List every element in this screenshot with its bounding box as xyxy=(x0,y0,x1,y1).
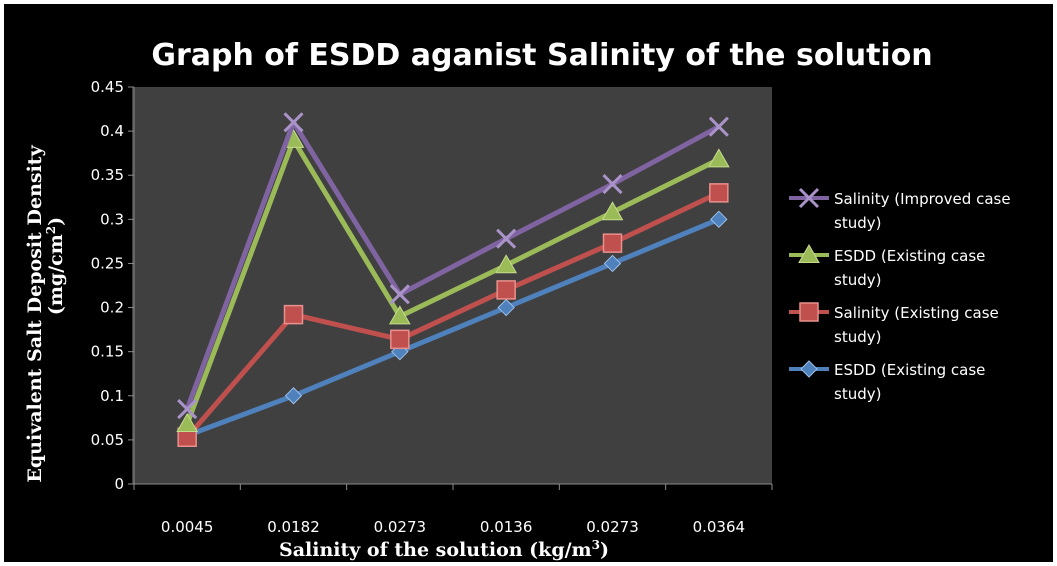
series-layer xyxy=(176,112,730,447)
data-point xyxy=(283,112,304,133)
chart-frame: Graph of ESDD aganist Salinity of the so… xyxy=(4,4,1053,562)
legend-marker xyxy=(798,187,820,209)
data-point xyxy=(603,254,622,273)
data-point xyxy=(709,183,729,203)
x-tick-label: 0.0364 xyxy=(693,518,746,536)
data-point xyxy=(708,116,729,137)
chart-title: Graph of ESDD aganist Salinity of the so… xyxy=(151,38,932,73)
legend-item: ESDD (Existing case study) xyxy=(789,243,985,289)
y-tick-label: 0.3 xyxy=(100,210,124,228)
legend-label: study) xyxy=(834,214,881,232)
data-point xyxy=(497,298,515,317)
data-point xyxy=(601,201,624,221)
data-point xyxy=(710,210,728,229)
legend-marker xyxy=(799,302,819,322)
x-axis: 0.0045 0.0182 0.0273 0.0136 0.0273 0.0364 xyxy=(133,483,773,536)
legend-item: Salinity (Existing case study) xyxy=(789,302,999,346)
legend-item: ESDD (Existing case study) xyxy=(789,360,985,403)
data-point xyxy=(389,284,410,305)
x-tick-label: 0.0273 xyxy=(586,518,639,536)
series-2 xyxy=(177,183,729,447)
chart-svg: Graph of ESDD aganist Salinity of the so… xyxy=(24,38,1011,561)
y-tick-label: 0.4 xyxy=(100,122,124,140)
y-tick-label: 0.1 xyxy=(100,387,124,405)
x-tick-label: 0.0045 xyxy=(161,518,214,536)
data-point xyxy=(390,329,410,350)
y-tick-label: 0.15 xyxy=(91,343,124,361)
y-axis: 0 0.05 0.1 0.15 0.2 0.25 0.3 0.35 0.4 0.45 xyxy=(91,78,135,493)
legend-label: Salinity (Existing case xyxy=(834,304,999,322)
y-tick-label: 0.45 xyxy=(91,78,124,96)
data-point xyxy=(602,233,623,253)
data-point xyxy=(388,305,411,325)
legend-label: Salinity (Improved case xyxy=(834,190,1011,208)
legend-label: study) xyxy=(834,271,881,289)
data-point xyxy=(602,173,623,195)
data-point xyxy=(177,398,198,420)
y-tick-label: 0 xyxy=(114,475,124,493)
x-axis-title: Salinity of the solution (kg/m3) xyxy=(279,538,609,561)
series-line xyxy=(186,217,720,438)
legend-marker xyxy=(800,360,818,378)
y-tick-label: 0.05 xyxy=(91,431,124,449)
x-tick-label: 0.0182 xyxy=(267,518,320,536)
plot-area xyxy=(132,87,772,484)
series-1 xyxy=(176,128,730,433)
legend-marker xyxy=(798,243,820,263)
x-tick-label: 0.0273 xyxy=(374,518,427,536)
data-point xyxy=(496,280,516,300)
data-point xyxy=(284,387,303,405)
legend-item: Salinity (Improved case study) xyxy=(789,187,1011,232)
data-point xyxy=(176,413,199,433)
y-tick-label: 0.35 xyxy=(91,166,124,184)
series-0 xyxy=(177,112,729,420)
series-line xyxy=(184,137,720,425)
legend-label: study) xyxy=(834,385,881,403)
x-tick-label: 0.0136 xyxy=(480,518,533,536)
y-axis-title-line2: (mg/cm2) xyxy=(44,217,67,315)
y-tick-label: 0.25 xyxy=(91,254,124,272)
y-tick-label: 0.2 xyxy=(100,299,124,317)
legend-label: ESDD (Existing case xyxy=(834,361,985,379)
series-line xyxy=(185,190,720,439)
series-line xyxy=(184,119,721,410)
legend-label: study) xyxy=(834,328,881,346)
data-point xyxy=(283,304,304,325)
y-axis-title-line1: Equivalent Salt Deposit Density xyxy=(24,144,46,482)
data-point xyxy=(496,228,517,249)
legend-label: ESDD (Existing case xyxy=(834,247,985,265)
data-point xyxy=(495,254,518,274)
data-point xyxy=(707,148,730,168)
